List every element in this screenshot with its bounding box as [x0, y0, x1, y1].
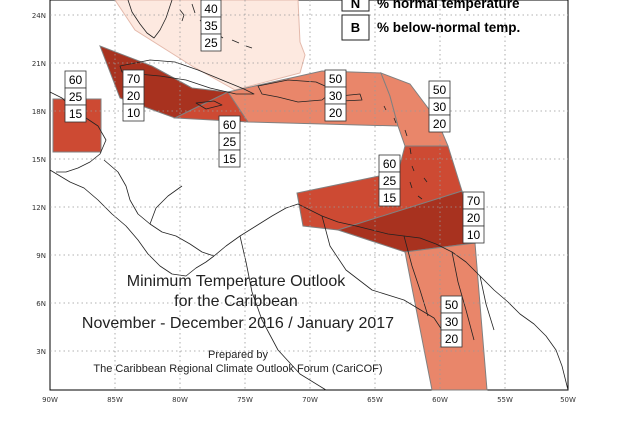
prob-normal: 30: [329, 89, 343, 103]
lon-label: 85W: [107, 396, 123, 404]
prob-above: 50: [329, 72, 343, 86]
prob-box-greater-antilles-east: 50 30 20: [324, 69, 347, 122]
prob-below: 25: [204, 36, 218, 50]
prob-normal: 20: [467, 211, 481, 225]
title-line-1: Minimum Temperature Outlook: [127, 273, 346, 290]
prob-normal: 30: [445, 315, 459, 329]
lat-label: 9N: [36, 252, 46, 260]
prob-normal: 35: [204, 19, 218, 33]
prob-above: 50: [445, 298, 459, 312]
legend-key-n-box: [341, 0, 370, 12]
lon-label: 80W: [172, 396, 188, 404]
prob-normal: 25: [69, 90, 83, 104]
prob-above: 70: [127, 72, 141, 86]
prob-below: 20: [433, 117, 447, 131]
prob-above: 40: [204, 2, 218, 16]
credit-line-2: The Caribbean Regional Climate Outlook F…: [93, 363, 382, 375]
prob-below: 15: [69, 107, 83, 121]
prob-above: 60: [223, 118, 237, 132]
prob-above: 60: [69, 73, 83, 87]
prob-normal: 25: [383, 174, 397, 188]
legend-key-b-box: [341, 14, 370, 41]
prob-below: 15: [223, 152, 237, 166]
prob-below: 15: [383, 191, 397, 205]
lat-label: 18N: [32, 108, 46, 116]
map-title: Minimum Temperature Outlook for the Cari…: [82, 273, 394, 332]
longitude-labels: 90W 85W 80W 75W 70W 65W 60W 55W 50W: [42, 396, 576, 404]
prob-below: 20: [329, 106, 343, 120]
lon-label: 90W: [42, 396, 58, 404]
credit: Prepared by The Caribbean Regional Clima…: [93, 349, 382, 375]
lat-label: 12N: [32, 204, 46, 212]
title-line-3: November - December 2016 / January 2017: [82, 315, 394, 332]
lat-label: 21N: [32, 60, 46, 68]
legend: N % normal temperature B % below-normal …: [341, 0, 520, 41]
lon-label: 55W: [497, 396, 513, 404]
lat-label: 3N: [36, 348, 46, 356]
prob-box-trinidad-tobago: 70 20 10: [462, 191, 485, 244]
prob-box-eastern-caribbean-sea: 60 25 15: [378, 154, 401, 207]
prob-below: 10: [467, 228, 481, 242]
prob-box-honduras-jamaica: 70 20 10: [122, 69, 145, 122]
lat-label: 15N: [32, 156, 46, 164]
legend-label-normal: % normal temperature: [377, 0, 520, 11]
prob-box-bahamas: 40 35 25: [200, 0, 222, 52]
prob-below: 10: [127, 106, 141, 120]
title-line-2: for the Caribbean: [174, 293, 298, 310]
lon-label: 70W: [302, 396, 318, 404]
prob-normal: 30: [433, 100, 447, 114]
prob-above: 70: [467, 194, 481, 208]
lon-label: 65W: [367, 396, 383, 404]
prob-above: 60: [383, 157, 397, 171]
prob-below: 20: [445, 332, 459, 346]
lon-label: 60W: [432, 396, 448, 404]
prob-box-central-caribbean: 60 25 15: [218, 115, 241, 168]
legend-key-b: B: [351, 20, 360, 35]
lon-label: 50W: [560, 396, 576, 404]
legend-label-below: % below-normal temp.: [377, 20, 520, 35]
prob-normal: 20: [127, 89, 141, 103]
credit-line-1: Prepared by: [208, 349, 268, 361]
prob-above: 50: [433, 83, 447, 97]
legend-key-n: N: [351, 0, 360, 11]
prob-box-belize: 60 25 15: [64, 70, 87, 123]
lat-label: 6N: [36, 300, 46, 308]
prob-box-guianas: 50 30 20: [440, 295, 463, 348]
latitude-labels: 3N 6N 9N 12N 15N 18N 21N 24N: [32, 12, 46, 356]
prob-normal: 25: [223, 135, 237, 149]
lon-label: 75W: [237, 396, 253, 404]
prob-box-lesser-antilles-north: 50 30 20: [428, 80, 451, 133]
lat-label: 24N: [32, 12, 46, 20]
coastlines: [49, 0, 569, 391]
probability-boxes: 40 35 25 60 25 15 70 20 10 60 25: [64, 0, 485, 348]
